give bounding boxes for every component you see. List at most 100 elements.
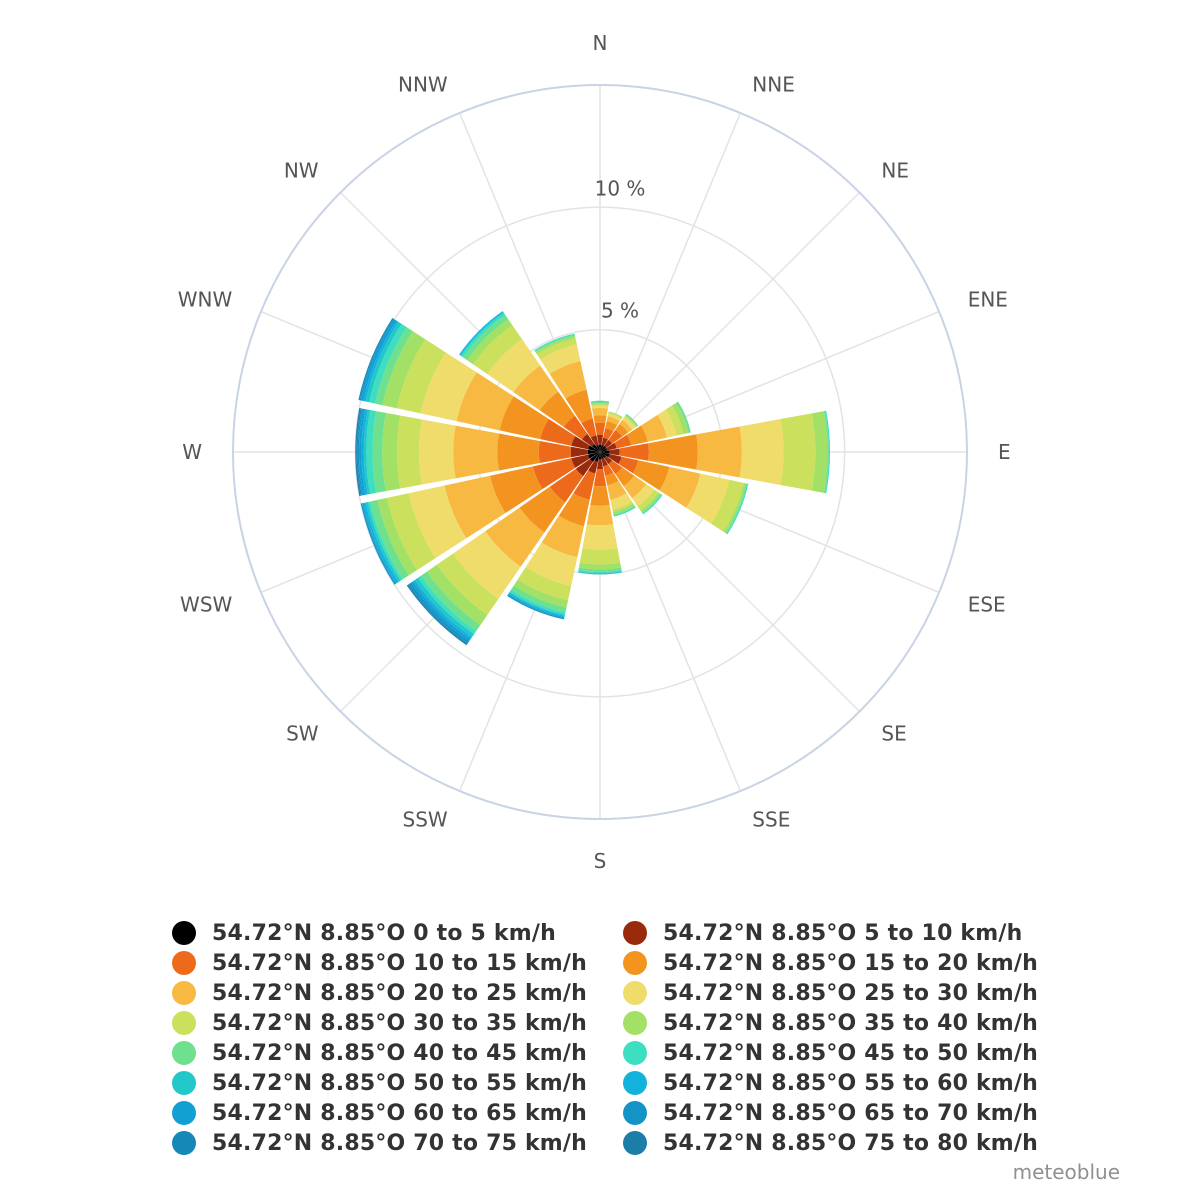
legend-swatch [623,981,647,1005]
bar-wsw-bin-2 [533,458,576,490]
legend-label: 54.72°N 8.85°O 40 to 45 km/h [212,1040,587,1066]
legend-item[interactable]: 54.72°N 8.85°O 65 to 70 km/h [623,1098,1038,1128]
legend-item[interactable]: 54.72°N 8.85°O 15 to 20 km/h [623,948,1038,978]
legend-item[interactable]: 54.72°N 8.85°O 20 to 25 km/h [172,978,587,1008]
bar-sw-bin-9 [417,575,477,635]
bar-ene-bin-2 [614,434,632,449]
bar-nnw-bin-7 [535,335,576,355]
bar-nne-bin-5 [607,413,622,422]
bar-sw-bin-12 [410,581,471,642]
bar-sw-bin-4 [485,507,545,567]
bar-nnw-bin-4 [549,361,587,399]
bar-ese-bin-0 [600,452,610,458]
bar-ese-bin-4 [659,466,701,508]
bar-nw-bin-3 [539,391,575,427]
bar-e-bin-5 [739,419,784,485]
bar-s-bin-3 [590,485,610,506]
spoke-line [599,112,742,453]
bar-wsw-bin-6 [387,493,436,571]
bar-wnw-bin-11 [363,320,399,402]
legend-swatch [172,981,196,1005]
bar-ese-bin-8 [725,483,748,534]
bar-sse-bin-4 [607,480,627,500]
legend-swatch [623,1011,647,1035]
bar-ne-bin-8 [625,413,639,427]
legend-item[interactable]: 54.72°N 8.85°O 70 to 75 km/h [172,1128,587,1158]
bar-se-bin-8 [641,493,662,514]
legend-item[interactable]: 54.72°N 8.85°O 60 to 65 km/h [172,1098,587,1128]
bar-wsw-bin-4 [444,475,506,539]
legend-item[interactable]: 54.72°N 8.85°O 35 to 40 km/h [623,1008,1038,1038]
bar-ne-bin-1 [604,439,613,448]
bar-sw-bin-0 [589,452,600,463]
bar-ne-bin-4 [619,419,633,433]
bar-ese-bin-7 [723,482,746,533]
bar-se-bin-3 [615,467,635,487]
bar-n-bin-6 [591,404,609,407]
bar-nw-bin-1 [581,433,595,447]
direction-label-ene: ENE [968,288,1008,312]
bar-ne-bin-5 [622,416,636,430]
direction-label-n: N [593,31,608,55]
bar-ne-bin-2 [608,429,623,444]
bar-wnw-bin-2 [540,418,576,446]
bar-e-bin-4 [696,426,742,478]
legend-item[interactable]: 54.72°N 8.85°O 50 to 55 km/h [172,1068,587,1098]
bar-n-bin-9 [590,400,610,403]
legend-item[interactable]: 54.72°N 8.85°O 30 to 35 km/h [172,1008,587,1038]
bar-s-bin-9 [578,569,622,574]
legend-item[interactable]: 54.72°N 8.85°O 25 to 30 km/h [623,978,1038,1008]
bar-ese-bin-2 [618,456,639,474]
bar-nw-bin-9 [461,313,506,358]
legend-item[interactable]: 54.72°N 8.85°O 75 to 80 km/h [623,1128,1038,1158]
bar-wsw-bin-8 [370,499,409,580]
bar-ene-bin-3 [626,425,648,446]
bar-ssw-bin-2 [573,470,596,500]
bar-ene-bin-8 [676,401,691,433]
legend-item[interactable]: 54.72°N 8.85°O 10 to 15 km/h [172,948,587,978]
direction-label-ese: ESE [968,592,1006,616]
legend-swatch [172,1071,196,1095]
bar-sw-bin-7 [426,564,488,626]
direction-label-w: W [182,440,202,464]
bar-s-bin-2 [593,468,607,487]
bar-w-bin-7 [382,412,401,492]
bar-sw-bin-11 [412,579,473,640]
legend-item[interactable]: 54.72°N 8.85°O 45 to 50 km/h [623,1038,1038,1068]
bar-ne-bin-7 [625,414,638,427]
legend-swatch [623,1071,647,1095]
bar-wnw-bin-7 [382,331,426,409]
bar-w-bin-8 [372,411,386,493]
bar-se-bin-5 [631,483,655,507]
bar-ne-bin-0 [600,445,607,452]
legend-item[interactable]: 54.72°N 8.85°O 0 to 5 km/h [172,918,556,948]
outer-ring [232,84,968,820]
bar-ene-bin-1 [606,442,617,451]
bar-nne-bin-4 [606,416,620,426]
bar-sw-bin-8 [420,571,481,632]
bar-e-bin-3 [648,434,698,470]
bar-wsw-bin-10 [365,501,401,583]
bar-sw-bin-3 [519,486,566,533]
bar-ene-bin-5 [657,409,677,438]
bar-nnw-bin-3 [565,389,593,424]
bar-nw-bin-2 [563,415,588,440]
legend-item[interactable]: 54.72°N 8.85°O 5 to 10 km/h [623,918,1022,948]
bar-wnw-bin-10 [365,321,402,403]
legend-swatch [172,1131,196,1155]
legend-label: 54.72°N 8.85°O 70 to 75 km/h [212,1130,587,1156]
bar-n-bin-7 [591,403,609,406]
legend-item[interactable]: 54.72°N 8.85°O 40 to 45 km/h [172,1038,587,1068]
bar-ese-bin-3 [632,460,670,491]
legend-item[interactable]: 54.72°N 8.85°O 55 to 60 km/h [623,1068,1038,1098]
bar-n-bin-0 [598,444,602,452]
direction-label-e: E [998,440,1011,464]
bar-n-bin-4 [592,407,608,416]
bar-s-bin-8 [578,567,622,572]
bar-nw-bin-6 [473,325,523,375]
direction-label-wnw: WNW [178,288,233,312]
bar-w-bin-9 [366,410,377,494]
bar-nw-bin-5 [487,339,541,393]
bar-ssw-bin-5 [525,542,578,586]
legend-label: 54.72°N 8.85°O 65 to 70 km/h [663,1100,1038,1126]
